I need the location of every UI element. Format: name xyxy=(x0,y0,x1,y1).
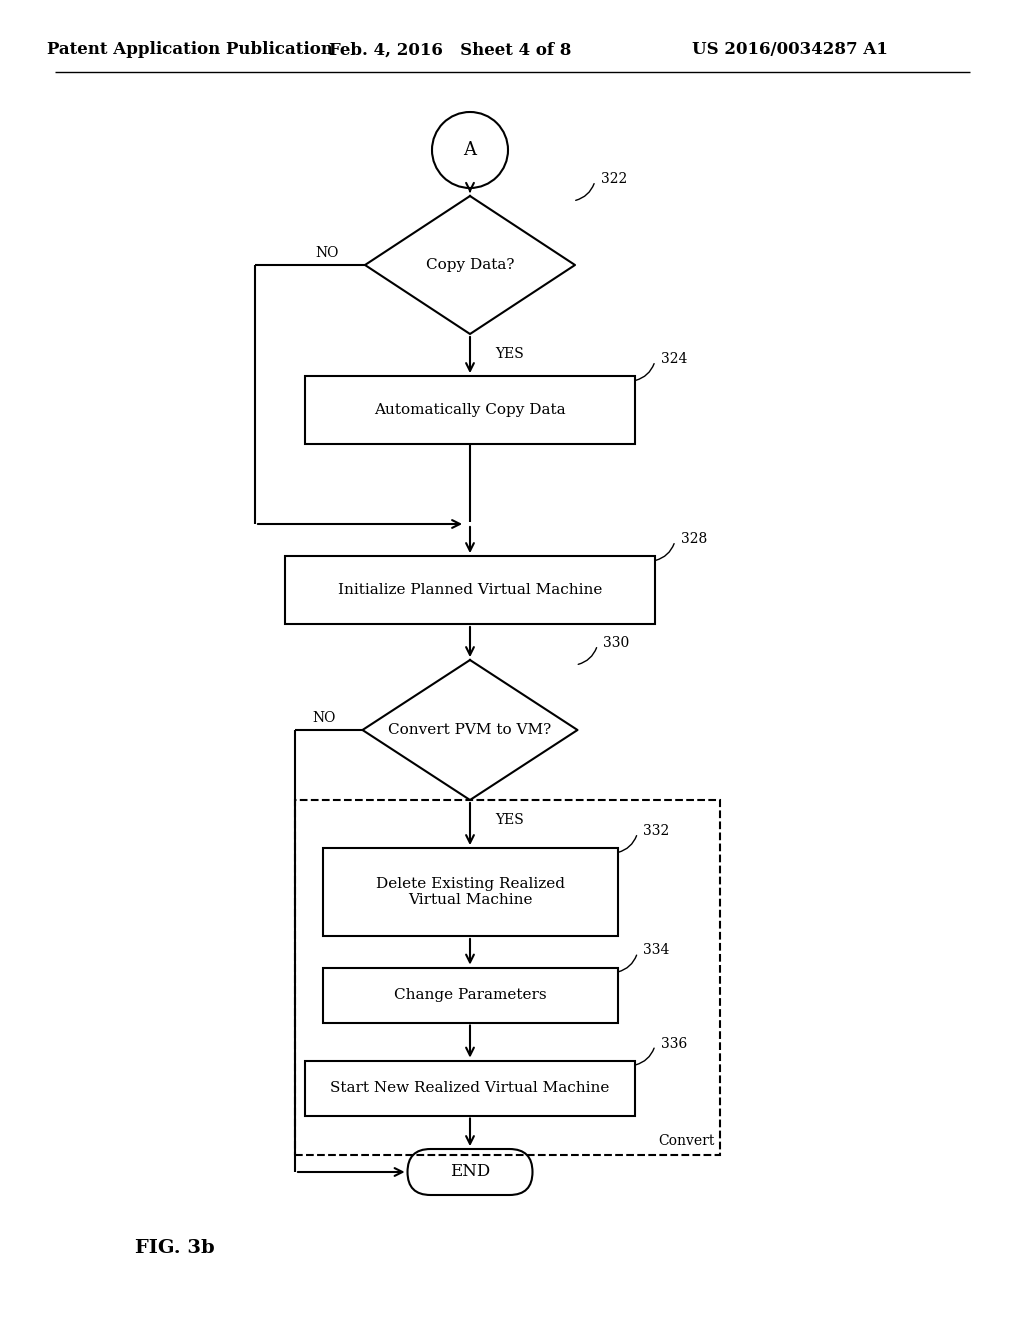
Text: 322: 322 xyxy=(601,172,628,186)
Bar xyxy=(305,376,635,444)
Text: 334: 334 xyxy=(643,944,670,957)
Text: Start New Realized Virtual Machine: Start New Realized Virtual Machine xyxy=(331,1081,609,1096)
Text: 328: 328 xyxy=(681,532,708,546)
Text: NO: NO xyxy=(315,246,339,260)
Text: Initialize Planned Virtual Machine: Initialize Planned Virtual Machine xyxy=(338,583,602,597)
Text: FIG. 3b: FIG. 3b xyxy=(135,1239,215,1257)
Text: Copy Data?: Copy Data? xyxy=(426,257,514,272)
Text: END: END xyxy=(450,1163,490,1180)
Text: US 2016/0034287 A1: US 2016/0034287 A1 xyxy=(692,41,888,58)
Text: 324: 324 xyxy=(662,352,687,366)
Bar xyxy=(323,968,617,1023)
Text: NO: NO xyxy=(312,711,336,725)
Bar xyxy=(295,800,720,1155)
Bar xyxy=(305,1060,635,1115)
Text: 330: 330 xyxy=(603,636,630,649)
Text: Automatically Copy Data: Automatically Copy Data xyxy=(374,403,566,417)
Text: Change Parameters: Change Parameters xyxy=(393,987,547,1002)
Text: Convert PVM to VM?: Convert PVM to VM? xyxy=(388,723,552,737)
Bar xyxy=(323,847,617,936)
Text: Patent Application Publication: Patent Application Publication xyxy=(47,41,333,58)
Text: 336: 336 xyxy=(662,1036,687,1051)
Text: Convert: Convert xyxy=(658,1134,715,1148)
Text: Delete Existing Realized
Virtual Machine: Delete Existing Realized Virtual Machine xyxy=(376,876,564,907)
Text: YES: YES xyxy=(495,813,523,828)
Bar xyxy=(285,556,655,624)
Text: A: A xyxy=(464,141,476,158)
Text: Feb. 4, 2016   Sheet 4 of 8: Feb. 4, 2016 Sheet 4 of 8 xyxy=(329,41,571,58)
Text: YES: YES xyxy=(495,347,523,360)
Text: 332: 332 xyxy=(643,824,670,838)
